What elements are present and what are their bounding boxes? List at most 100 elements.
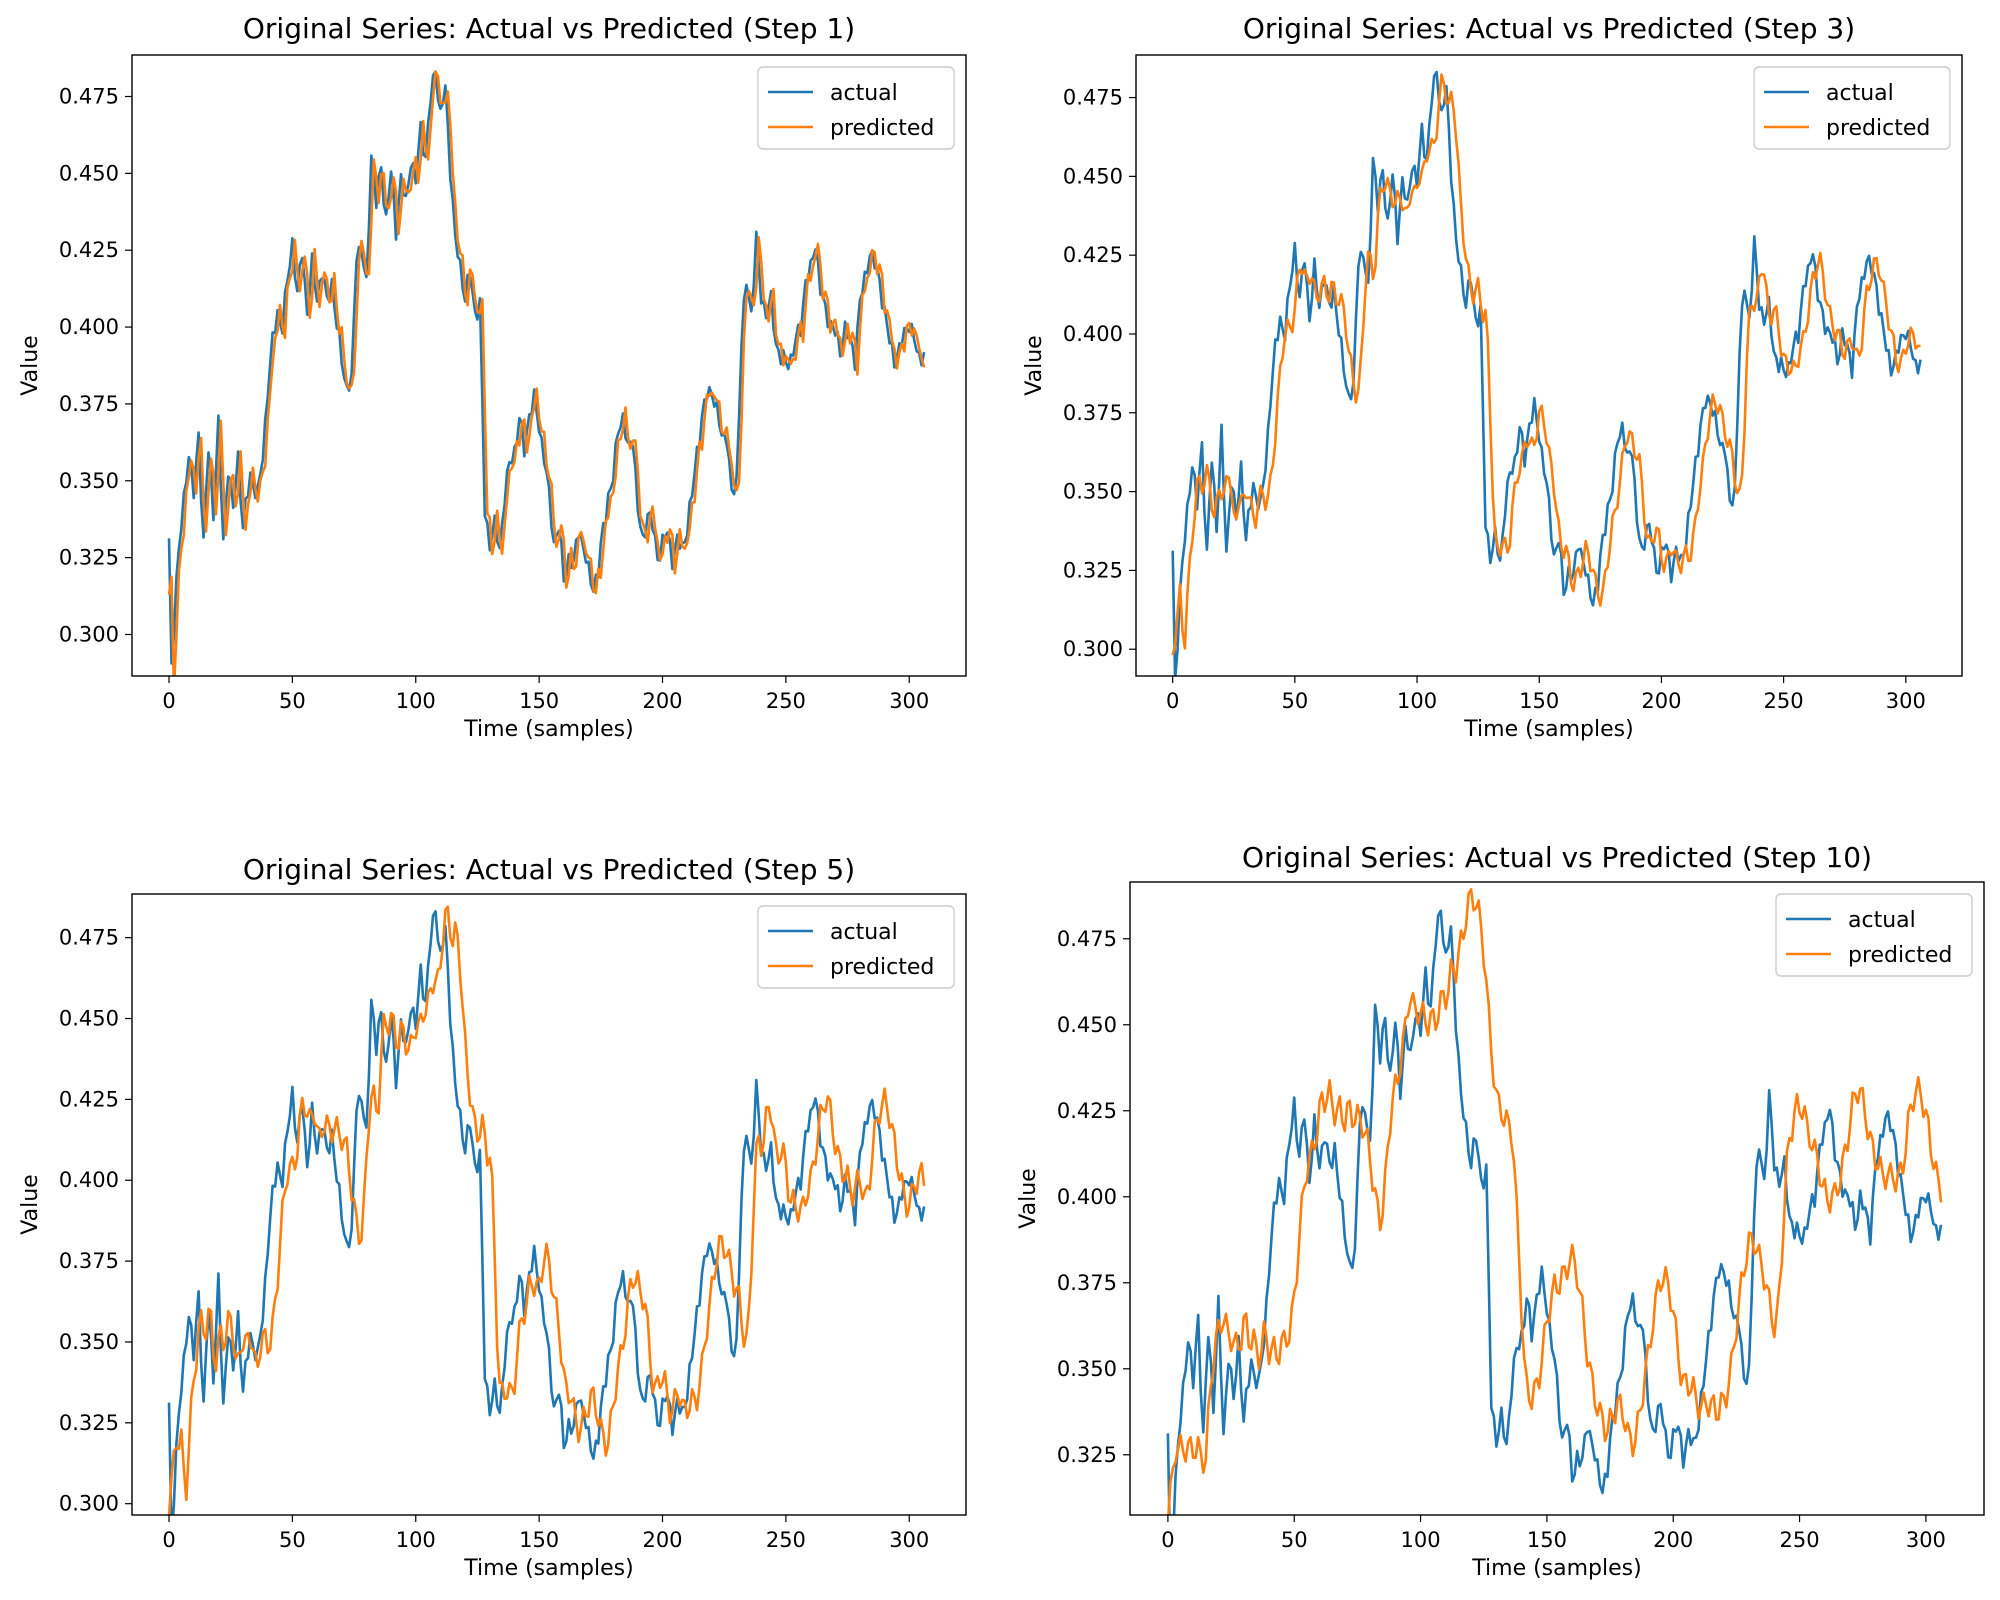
x-tick-label: 300 [889, 1528, 929, 1552]
x-tick-label: 150 [519, 1528, 559, 1552]
y-tick-label: 0.400 [59, 315, 119, 339]
legend-label-predicted: predicted [1848, 943, 1952, 968]
y-tick-label: 0.400 [1063, 322, 1123, 346]
x-tick-label: 0 [162, 1528, 175, 1552]
y-tick-label: 0.475 [59, 85, 119, 109]
legend-box [1753, 66, 1951, 150]
y-tick-label: 0.400 [59, 1168, 119, 1192]
x-tick-label: 300 [1906, 1528, 1946, 1552]
x-tick-label: 300 [1886, 689, 1926, 713]
x-tick-label: 50 [279, 1528, 306, 1552]
series-line-predicted [1167, 888, 1943, 1515]
legend-label-actual: actual [830, 920, 898, 945]
y-tick-label: 0.350 [1063, 480, 1123, 504]
legend-label-predicted: predicted [1826, 116, 1930, 141]
chart-title: Original Series: Actual vs Predicted (St… [1243, 12, 1855, 45]
y-tick-label: 0.325 [1063, 558, 1123, 582]
y-tick-label: 0.475 [1063, 86, 1123, 110]
y-tick-label: 0.400 [1057, 1185, 1117, 1209]
x-tick-label: 100 [1397, 689, 1437, 713]
x-axis-label: Time (samples) [463, 1556, 633, 1581]
y-tick-label: 0.375 [1063, 401, 1123, 425]
y-tick-label: 0.325 [1057, 1443, 1117, 1467]
series-line-predicted [167, 70, 926, 676]
series-line-predicted [167, 905, 926, 1515]
y-tick-label: 0.350 [59, 1330, 119, 1354]
x-tick-label: 50 [1281, 689, 1308, 713]
plot-frame [1135, 54, 1963, 677]
x-tick-label: 150 [1527, 1528, 1567, 1552]
x-tick-label: 0 [162, 689, 175, 713]
plot-frame [131, 54, 967, 677]
legend-label-actual: actual [1826, 81, 1894, 106]
y-tick-label: 0.375 [59, 392, 119, 416]
x-axis-label: Time (samples) [1463, 717, 1633, 742]
x-tick-label: 200 [1641, 689, 1681, 713]
x-tick-label: 200 [642, 1528, 682, 1552]
y-tick-label: 0.450 [59, 1007, 119, 1031]
x-tick-label: 50 [1281, 1528, 1308, 1552]
y-axis-label: Value [1016, 1168, 1041, 1228]
y-tick-label: 0.425 [1063, 243, 1123, 267]
x-axis-label: Time (samples) [1471, 1556, 1641, 1581]
subplot-step-10: Original Series: Actual vs Predicted (St… [1016, 841, 1985, 1581]
y-tick-label: 0.300 [59, 622, 119, 646]
y-tick-label: 0.300 [1063, 637, 1123, 661]
chart-title: Original Series: Actual vs Predicted (St… [243, 12, 855, 45]
y-tick-label: 0.300 [59, 1492, 119, 1516]
x-tick-label: 50 [279, 689, 306, 713]
y-tick-label: 0.425 [1057, 1099, 1117, 1123]
y-axis-label: Value [18, 335, 43, 395]
legend-label-predicted: predicted [830, 116, 934, 141]
y-tick-label: 0.350 [59, 469, 119, 493]
y-tick-label: 0.325 [59, 546, 119, 570]
series-line-actual [1166, 909, 1943, 1515]
y-axis-label: Value [18, 1174, 43, 1234]
legend-label-actual: actual [1848, 908, 1916, 933]
x-tick-label: 200 [642, 689, 682, 713]
y-tick-label: 0.475 [1057, 927, 1117, 951]
x-tick-label: 250 [766, 689, 806, 713]
subplot-step-3: Original Series: Actual vs Predicted (St… [1022, 12, 1963, 742]
series-line-predicted [1171, 73, 1921, 656]
x-tick-label: 0 [1166, 689, 1179, 713]
x-tick-label: 250 [1764, 689, 1804, 713]
legend-label-predicted: predicted [830, 955, 934, 980]
chart-title: Original Series: Actual vs Predicted (St… [1242, 841, 1872, 874]
y-tick-label: 0.425 [59, 1087, 119, 1111]
legend-label-actual: actual [830, 81, 898, 106]
y-tick-label: 0.450 [1057, 1013, 1117, 1037]
y-axis-label: Value [1022, 335, 1047, 395]
y-tick-label: 0.375 [1057, 1271, 1117, 1295]
x-tick-label: 300 [889, 689, 929, 713]
x-tick-label: 0 [1161, 1528, 1174, 1552]
plot-frame [131, 893, 967, 1516]
legend-box [757, 905, 955, 989]
series-line-actual [167, 70, 926, 665]
y-tick-label: 0.450 [59, 161, 119, 185]
x-tick-label: 100 [1401, 1528, 1441, 1552]
y-tick-label: 0.325 [59, 1411, 119, 1435]
subplot-step-5: Original Series: Actual vs Predicted (St… [18, 853, 967, 1581]
legend-box [757, 66, 955, 150]
y-tick-label: 0.425 [59, 238, 119, 262]
y-tick-label: 0.350 [1057, 1357, 1117, 1381]
plot-frame [1129, 881, 1985, 1516]
x-tick-label: 250 [766, 1528, 806, 1552]
x-tick-label: 150 [519, 689, 559, 713]
x-tick-label: 200 [1653, 1528, 1693, 1552]
chart-title: Original Series: Actual vs Predicted (St… [243, 853, 855, 886]
series-line-actual [167, 910, 926, 1515]
y-tick-label: 0.475 [59, 926, 119, 950]
x-tick-label: 100 [396, 1528, 436, 1552]
x-axis-label: Time (samples) [463, 717, 633, 742]
y-tick-label: 0.450 [1063, 164, 1123, 188]
x-tick-label: 150 [1519, 689, 1559, 713]
x-tick-label: 100 [396, 689, 436, 713]
x-tick-label: 250 [1780, 1528, 1820, 1552]
y-tick-label: 0.375 [59, 1249, 119, 1273]
series-line-actual [1171, 70, 1922, 676]
legend-box [1775, 893, 1973, 977]
subplot-step-1: Original Series: Actual vs Predicted (St… [18, 12, 967, 742]
